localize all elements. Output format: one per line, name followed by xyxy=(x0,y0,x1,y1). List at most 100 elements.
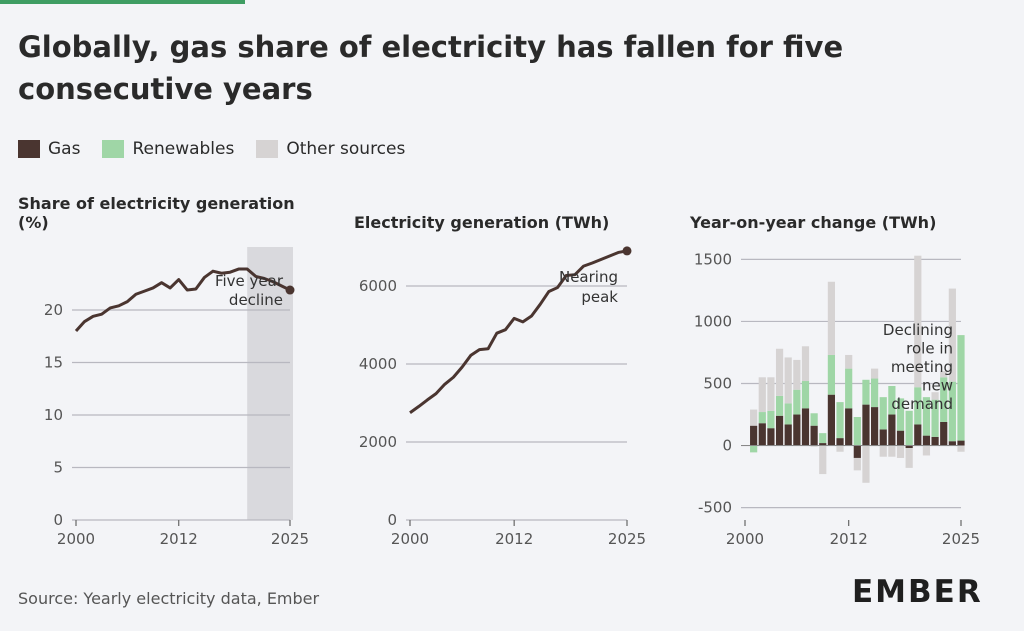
bar-gas-2024 xyxy=(948,441,956,446)
bar-gas-2022 xyxy=(931,436,939,446)
bar-gas-2014 xyxy=(862,404,870,446)
legend-item-renewables: Renewables xyxy=(102,139,234,159)
bar-renewables-2023 xyxy=(940,377,948,422)
bar-renewables-2016 xyxy=(879,397,887,430)
bar-gas-2023 xyxy=(940,421,948,446)
bar-renewables-2003 xyxy=(767,410,775,429)
bar-gas-2020 xyxy=(914,424,922,446)
ember-logo: EMBER xyxy=(852,574,983,610)
bar-gas-2009 xyxy=(819,443,827,446)
bar-gas-2001 xyxy=(750,425,758,446)
bar-gas-2011 xyxy=(836,438,844,446)
bar-other-2023 xyxy=(940,371,948,378)
bar-renewables-2009 xyxy=(819,433,827,444)
legend-swatch-renewables xyxy=(102,140,125,158)
bar-other-2010 xyxy=(827,281,835,355)
bar-other-2015 xyxy=(871,368,879,379)
legend-label-gas: Gas xyxy=(48,139,81,159)
chart-title-share-unit: (%) xyxy=(18,213,49,232)
bar-renewables-2025 xyxy=(957,335,965,441)
bar-other-2007 xyxy=(801,346,810,382)
y-tick-label: 500 xyxy=(703,375,732,393)
bar-renewables-2018 xyxy=(896,398,905,431)
x-tick-label: 2025 xyxy=(271,530,309,548)
chart-title-2: Year-on-year change (TWh) xyxy=(689,213,936,232)
bar-gas-2002 xyxy=(758,423,766,446)
bar-renewables-2024 xyxy=(948,381,956,442)
annotation-declining-4: demand xyxy=(891,395,953,413)
annotation-nearing: Nearing xyxy=(559,268,618,286)
bar-renewables-2002 xyxy=(758,412,766,424)
bar-renewables-2005 xyxy=(784,403,792,425)
bar-renewables-2004 xyxy=(775,395,784,416)
annotation-declining-1: role in xyxy=(906,340,953,358)
y-tick-label: -500 xyxy=(698,499,732,517)
bar-other-2020 xyxy=(914,255,922,388)
bar-other-2019 xyxy=(905,448,913,468)
bar-other-2008 xyxy=(810,445,818,447)
bar-renewables-2019 xyxy=(905,410,913,446)
bar-gas-2006 xyxy=(793,414,801,446)
annotation-declining-0: Declining xyxy=(883,321,953,339)
x-tick-label: 2012 xyxy=(160,530,198,548)
bar-other-2022 xyxy=(931,392,939,400)
annotation-declining-2: meeting xyxy=(891,358,953,376)
bar-renewables-2015 xyxy=(871,378,879,408)
annotation-peak: peak xyxy=(581,288,618,306)
bar-renewables-2010 xyxy=(827,354,835,395)
bar-other-2013 xyxy=(853,457,861,471)
annotation-declining-3: new xyxy=(922,377,953,395)
page-title: Globally, gas share of electricity has f… xyxy=(18,30,844,106)
legend-item-gas: Gas xyxy=(18,139,80,159)
bar-gas-2008 xyxy=(810,425,818,446)
x-tick-label: 2025 xyxy=(608,530,646,548)
x-tick-label: 2000 xyxy=(726,530,764,548)
bar-other-2014 xyxy=(862,445,870,483)
chart-title-share: Share of electricity generation xyxy=(18,194,295,213)
source-note: Source: Yearly electricity data, Ember xyxy=(18,589,320,608)
bar-other-2024 xyxy=(948,288,956,382)
chart-title-1: Electricity generation (TWh) xyxy=(354,213,609,232)
bar-gas-2025 xyxy=(957,440,965,446)
bar-renewables-2017 xyxy=(888,385,896,415)
legend-label-other: Other sources xyxy=(286,139,406,159)
bar-other-2004 xyxy=(775,348,784,396)
annotation-five-year: Five year xyxy=(215,272,284,290)
legend: Gas Renewables Other sources xyxy=(18,139,417,159)
bar-gas-2019 xyxy=(905,445,913,449)
bar-other-2016 xyxy=(879,445,887,457)
end-point-gas-share xyxy=(285,285,295,295)
bar-gas-2016 xyxy=(879,429,887,446)
bar-renewables-2007 xyxy=(801,381,810,409)
bar-other-2003 xyxy=(767,377,775,411)
y-tick-label: 1500 xyxy=(694,250,732,268)
bar-gas-2017 xyxy=(888,414,896,446)
end-point-gas-generation xyxy=(622,246,632,256)
bar-gas-2010 xyxy=(827,394,835,446)
bar-gas-2021 xyxy=(922,435,931,446)
bar-renewables-2021 xyxy=(922,397,931,436)
bar-other-2018 xyxy=(896,445,905,458)
bar-gas-2018 xyxy=(896,430,905,446)
bar-other-2001 xyxy=(750,409,758,426)
x-tick-label: 2000 xyxy=(57,530,95,548)
bar-renewables-2014 xyxy=(862,379,870,405)
bar-renewables-2020 xyxy=(914,387,922,425)
legend-label-renewables: Renewables xyxy=(132,139,235,159)
bar-other-2005 xyxy=(784,357,792,404)
highlight-band xyxy=(247,247,293,520)
y-tick-label: 0 xyxy=(722,437,732,455)
annotation-decline: decline xyxy=(229,291,283,309)
bar-renewables-2001 xyxy=(750,445,758,453)
bar-renewables-2008 xyxy=(810,413,818,426)
bar-renewables-2006 xyxy=(793,389,801,415)
bar-gas-2007 xyxy=(801,408,810,446)
y-tick-label: 0 xyxy=(387,511,397,529)
y-tick-label: 5 xyxy=(53,459,63,477)
bar-other-2017 xyxy=(888,445,896,457)
y-tick-label: 10 xyxy=(44,406,63,424)
y-tick-label: 20 xyxy=(44,301,63,319)
bar-other-2002 xyxy=(758,377,766,413)
bar-other-2006 xyxy=(793,359,801,390)
